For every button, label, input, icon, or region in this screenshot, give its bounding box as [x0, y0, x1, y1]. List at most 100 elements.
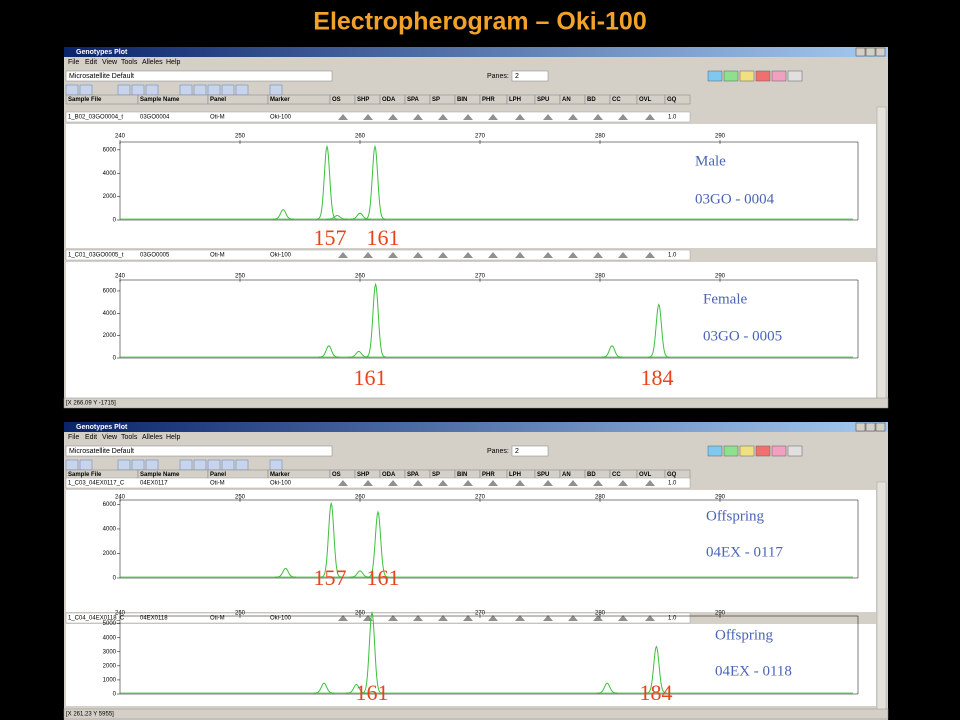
analysis-dropdown[interactable]: [65, 70, 333, 82]
color-button[interactable]: [771, 445, 787, 457]
allele-label: 161: [367, 225, 400, 250]
tool-icon[interactable]: [269, 459, 283, 471]
sample-row: [65, 111, 691, 123]
column-label: BIN: [457, 472, 467, 478]
y-tick-label: 0: [113, 356, 117, 362]
panes-dropdown[interactable]: [511, 70, 549, 82]
color-button[interactable]: [755, 70, 771, 82]
peak: [365, 282, 387, 358]
window-button[interactable]: [855, 47, 866, 57]
plot-pane: [66, 262, 876, 398]
color-button[interactable]: [787, 445, 803, 457]
plot-pane: [66, 490, 876, 612]
sample-annotation: 03GO - 0005: [703, 328, 782, 344]
peak: [648, 303, 670, 358]
color-button[interactable]: [723, 445, 739, 457]
flag-icon: [618, 480, 628, 486]
tool-icon[interactable]: [145, 459, 159, 471]
tool-icon[interactable]: [79, 459, 93, 471]
panes-dropdown[interactable]: [511, 445, 549, 457]
color-button[interactable]: [739, 70, 755, 82]
x-tick-label: 260: [355, 134, 366, 140]
column-label: Marker: [270, 97, 290, 103]
flag-icon: [463, 480, 473, 486]
allele-label: 161: [367, 565, 400, 590]
color-button[interactable]: [723, 70, 739, 82]
menu-item[interactable]: Tools: [121, 59, 138, 66]
window-button[interactable]: [855, 422, 866, 432]
tool-icon[interactable]: [221, 84, 235, 96]
column-label: LPH: [509, 97, 521, 103]
flag-icon: [568, 252, 578, 258]
column-label: Sample Name: [140, 97, 180, 103]
menu-item[interactable]: Help: [166, 434, 181, 441]
color-button[interactable]: [707, 70, 723, 82]
tool-icon[interactable]: [235, 459, 249, 471]
allele-label: 161: [354, 365, 387, 390]
x-tick-label: 270: [475, 495, 486, 501]
tool-icon[interactable]: [117, 459, 131, 471]
tool-icon[interactable]: [207, 459, 221, 471]
window-button[interactable]: [875, 47, 886, 57]
tool-icon[interactable]: [179, 459, 193, 471]
title-bar: [64, 47, 888, 57]
flag-icon: [593, 252, 603, 258]
flag-icon: [413, 114, 423, 120]
menu-item[interactable]: Tools: [121, 434, 138, 441]
peak: [645, 645, 667, 694]
tool-icon[interactable]: [65, 84, 79, 96]
tool-icon[interactable]: [221, 459, 235, 471]
window-button[interactable]: [865, 47, 876, 57]
tool-icon[interactable]: [179, 84, 193, 96]
menu-item[interactable]: Edit: [85, 434, 97, 441]
tool-icon[interactable]: [145, 84, 159, 96]
color-button[interactable]: [739, 445, 755, 457]
flag-icon: [338, 480, 348, 486]
tool-icon[interactable]: [131, 459, 145, 471]
x-tick-label: 270: [475, 274, 486, 280]
menu-item[interactable]: Edit: [85, 59, 97, 66]
analysis-value: Microsatellite Default: [69, 73, 134, 80]
menu-item[interactable]: View: [102, 434, 118, 441]
tool-icon[interactable]: [131, 84, 145, 96]
tool-icon[interactable]: [79, 84, 93, 96]
analysis-dropdown[interactable]: [65, 445, 333, 457]
tool-icon[interactable]: [269, 84, 283, 96]
flag-icon: [593, 480, 603, 486]
tool-icon[interactable]: [207, 84, 221, 96]
sample-annotation: Male: [695, 153, 726, 169]
sample-panel: Oti-M: [210, 253, 225, 259]
tool-icon[interactable]: [193, 84, 207, 96]
x-tick-label: 280: [595, 134, 606, 140]
x-tick-label: 240: [115, 134, 126, 140]
tool-icon[interactable]: [235, 84, 249, 96]
column-label: OVL: [639, 97, 652, 103]
color-button[interactable]: [787, 70, 803, 82]
menu-item[interactable]: File: [68, 434, 79, 441]
color-button[interactable]: [755, 445, 771, 457]
menu-item[interactable]: View: [102, 59, 118, 66]
menu-item[interactable]: File: [68, 59, 79, 66]
x-tick-label: 270: [475, 611, 486, 617]
color-button[interactable]: [771, 70, 787, 82]
status-bar: [63, 708, 889, 720]
menu-item[interactable]: Help: [166, 59, 181, 66]
window-button[interactable]: [875, 422, 886, 432]
column-label: Sample Name: [140, 472, 180, 478]
sample-gq: 1.0: [668, 481, 677, 487]
panes-value: 2: [515, 448, 519, 455]
tool-icon[interactable]: [193, 459, 207, 471]
allele-label: 184: [640, 680, 673, 705]
flag-icon: [543, 615, 553, 621]
menu-item[interactable]: Alleles: [142, 59, 163, 66]
flag-icon: [488, 615, 498, 621]
color-button[interactable]: [707, 445, 723, 457]
tool-icon[interactable]: [65, 459, 79, 471]
menu-item[interactable]: Alleles: [142, 434, 163, 441]
x-tick-label: 250: [235, 134, 246, 140]
flag-icon: [413, 615, 423, 621]
status-bar: [63, 397, 889, 409]
window-button[interactable]: [865, 422, 876, 432]
flag-icon: [338, 615, 348, 621]
tool-icon[interactable]: [117, 84, 131, 96]
